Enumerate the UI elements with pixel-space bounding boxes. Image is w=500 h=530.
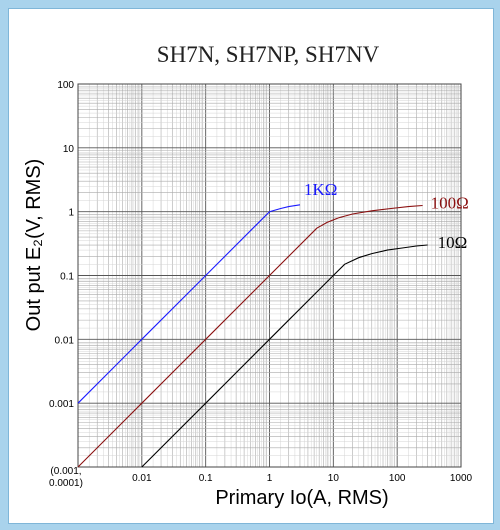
series-lines: [77, 204, 428, 468]
x-tick-label: 1000: [450, 473, 473, 484]
series-labels: 1KΩ 100Ω 10Ω: [304, 180, 469, 252]
origin-label-line-2: 0.0001): [49, 478, 83, 489]
x-tick-label: 10: [328, 473, 340, 484]
y-tick-label: 0.1: [60, 272, 74, 283]
origin-label-line-1: (0.001,: [50, 466, 81, 477]
y-axis-label: Out put E₂(V, RMS): [23, 159, 45, 332]
y-tick-label: 100: [57, 80, 74, 91]
x-tick-label: 100: [389, 473, 406, 484]
chart-title: SH7N, SH7NP, SH7NV: [157, 42, 380, 67]
x-tick-label: 0.1: [199, 473, 213, 484]
y-tick-label: 10: [63, 144, 75, 155]
tick-labels: 0.01 0.1 1 10 100 1000 100 10 1 0.1 0.01 0.001: [49, 80, 473, 484]
x-tick-label: 1: [267, 473, 273, 484]
series-label: 100Ω: [431, 193, 469, 212]
series-label: 10Ω: [438, 233, 468, 252]
series-label: 1KΩ: [304, 180, 337, 199]
y-tick-label: 0.01: [55, 335, 75, 346]
series-line: [77, 204, 423, 468]
series-line: [77, 204, 301, 404]
x-tick-label: 0.01: [132, 473, 152, 484]
series-line: [141, 244, 428, 468]
y-tick-label: 1: [68, 208, 74, 219]
y-tick-label: 0.001: [49, 399, 74, 410]
plot-frame: [77, 83, 462, 468]
x-axis-label: Primary Io(A, RMS): [215, 487, 388, 509]
